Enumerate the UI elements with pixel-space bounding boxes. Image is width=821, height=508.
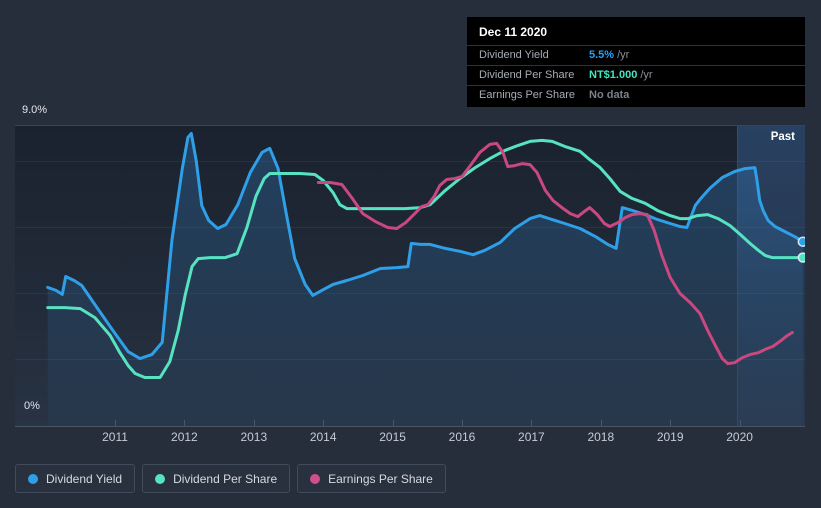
x-axis-label-2014: 2014 — [309, 430, 337, 444]
x-axis-label-2015: 2015 — [379, 430, 406, 444]
x-axis-label-2019: 2019 — [656, 430, 684, 444]
legend-label: Dividend Per Share — [173, 471, 278, 486]
dividend-yield-line — [46, 132, 805, 361]
legend: Dividend Yield Dividend Per Share Earnin… — [15, 464, 446, 493]
x-axis-label-2020: 2020 — [726, 430, 753, 444]
tooltip-value-suffix: /yr — [617, 49, 630, 61]
earnings-per-share-dot-icon — [310, 473, 321, 484]
past-label: Past — [770, 131, 795, 143]
tooltip-label: Dividend Per Share — [479, 69, 575, 81]
x-axis-label-2013: 2013 — [240, 430, 268, 444]
tooltip: Dec 11 2020 Dividend Yield 5.5% /yr Divi… — [467, 17, 805, 107]
legend-item-dividend-yield[interactable]: Dividend Yield — [15, 464, 136, 493]
earnings-per-share-line — [316, 141, 794, 366]
tooltip-label: Dividend Yield — [479, 49, 549, 61]
legend-item-earnings-per-share[interactable]: Earnings Per Share — [297, 464, 446, 493]
dividend-per-share-line — [46, 138, 805, 379]
tooltip-row-earnings-per-share: Earnings Per Share No data — [467, 85, 805, 105]
tooltip-value: 5.5% — [589, 49, 615, 61]
legend-item-dividend-per-share[interactable]: Dividend Per Share — [142, 464, 291, 493]
dividend-per-share-end-dot — [797, 252, 805, 263]
x-axis-label-2017: 2017 — [518, 430, 545, 444]
chart-lines — [46, 132, 805, 426]
y-axis-min-label: 0% — [24, 400, 40, 412]
dividend-yield-end-dot — [797, 236, 805, 247]
tooltip-value: NT$1.000 — [589, 69, 638, 81]
x-axis-label-2012: 2012 — [171, 430, 198, 444]
x-axis-label-2018: 2018 — [587, 430, 615, 444]
plot-area[interactable]: Past — [15, 125, 805, 427]
dividend-yield-dot-icon — [28, 473, 38, 484]
tooltip-label: Earnings Per Share — [479, 89, 575, 101]
y-axis-max-label: 9.0% — [22, 104, 48, 116]
tooltip-value: No data — [589, 89, 630, 101]
gridline — [15, 226, 805, 228]
legend-label: Dividend Yield — [46, 471, 123, 486]
tooltip-date: Dec 11 2020 — [479, 25, 548, 39]
dividend-yield-area — [47, 133, 803, 426]
tooltip-row-dividend-per-share: Dividend Per Share NT$1.000 /yr — [467, 65, 805, 85]
legend-label: Earnings Per Share — [328, 471, 433, 486]
tooltip-row-dividend-yield: Dividend Yield 5.5% /yr — [467, 45, 805, 65]
tooltip-value-suffix: /yr — [640, 69, 653, 81]
dividend-per-share-dot-icon — [155, 473, 166, 484]
x-axis-label-2016: 2016 — [448, 430, 476, 444]
x-axis-label-2011: 2011 — [102, 430, 128, 444]
gridline — [15, 160, 805, 162]
